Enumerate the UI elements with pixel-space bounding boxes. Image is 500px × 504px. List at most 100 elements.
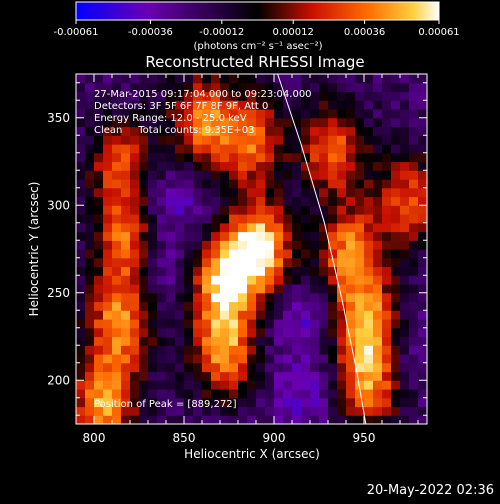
heatmap-cell (220, 126, 230, 136)
heatmap-cell (238, 135, 248, 145)
heatmap-cell (184, 205, 194, 215)
heatmap-cell (112, 284, 122, 294)
heatmap-cell (409, 74, 419, 84)
heatmap-cell (220, 249, 230, 259)
heatmap-cell (301, 205, 311, 215)
heatmap-cell (157, 389, 167, 399)
heatmap-cell (148, 222, 158, 233)
heatmap-cell (364, 135, 374, 145)
heatmap-cell (76, 187, 86, 198)
heatmap-cell (103, 362, 113, 373)
heatmap-cell (94, 144, 104, 154)
heatmap-cell (373, 100, 383, 110)
heatmap-cell (373, 380, 383, 390)
heatmap-cell (391, 319, 401, 329)
heatmap-cell (319, 389, 329, 399)
heatmap-cell (202, 161, 212, 171)
heatmap-cell (184, 336, 194, 346)
heatmap-cell (166, 214, 176, 224)
heatmap-cell (274, 126, 284, 136)
heatmap-cell (157, 109, 167, 119)
heatmap-cell (364, 406, 374, 416)
heatmap-cell (103, 144, 113, 154)
heatmap-cell (355, 389, 365, 399)
heatmap-cell (76, 205, 86, 215)
heatmap-cell (400, 109, 410, 119)
heatmap-cell (166, 100, 176, 110)
heatmap-cell (184, 415, 194, 424)
heatmap-cell (85, 397, 95, 408)
plot-area (76, 74, 427, 424)
heatmap-cell (175, 354, 185, 364)
heatmap-cell (94, 275, 104, 285)
heatmap-cell (409, 275, 419, 285)
heatmap-cell (238, 82, 248, 93)
annotation-energy-range: Energy Range: 12.0 - 25.0 keV (94, 113, 247, 124)
heatmap-cell (229, 354, 239, 364)
heatmap-cell (382, 74, 392, 84)
heatmap-cell (292, 389, 302, 399)
heatmap-cell (85, 301, 95, 311)
heatmap-cell (85, 319, 95, 329)
heatmap-cell (202, 406, 212, 416)
heatmap-cell (202, 354, 212, 364)
heatmap-cell (373, 161, 383, 171)
heatmap-cell (418, 152, 427, 163)
heatmap-cell (85, 179, 95, 189)
heatmap-cell (346, 82, 356, 93)
heatmap-cell (346, 389, 356, 399)
heatmap-cell (346, 214, 356, 224)
heatmap-cell (139, 310, 149, 320)
heatmap-cell (409, 345, 419, 355)
annotation-clean-counts: Clean Total counts: 9.35E+03 (94, 125, 254, 136)
heatmap-cell (337, 301, 347, 311)
heatmap-cell (193, 100, 203, 110)
heatmap-cell (211, 301, 221, 311)
heatmap-cell (283, 389, 293, 399)
heatmap-cell (220, 354, 230, 364)
heatmap-cell (274, 100, 284, 110)
heatmap-cell (328, 170, 338, 180)
heatmap-cell (283, 161, 293, 171)
heatmap-cell (310, 284, 320, 294)
heatmap-cell (103, 82, 113, 93)
heatmap-cell (355, 415, 365, 424)
heatmap-cell (283, 397, 293, 408)
heatmap-cell (202, 170, 212, 180)
heatmap-cell (418, 292, 427, 303)
heatmap-cell (76, 257, 86, 268)
heatmap-cell (139, 354, 149, 364)
heatmap-cell (148, 152, 158, 163)
heatmap-cell (103, 214, 113, 224)
heatmap-cell (193, 109, 203, 119)
heatmap-cell (247, 275, 257, 285)
annotation-detectors: Detectors: 3F 5F 6F 7F 8F 9F, Att 0 (94, 101, 268, 112)
heatmap-cell (382, 231, 392, 241)
heatmap-cell (202, 135, 212, 145)
heatmap-cell (328, 187, 338, 198)
heatmap-cell (301, 144, 311, 154)
heatmap-cell (148, 266, 158, 276)
colorbar-tick-label: 0.00036 (344, 27, 385, 38)
heatmap-cell (166, 249, 176, 259)
heatmap-cell (355, 266, 365, 276)
heatmap-cell (166, 196, 176, 206)
heatmap-cell (121, 196, 131, 206)
heatmap-cell (355, 214, 365, 224)
heatmap-cell (274, 109, 284, 119)
heatmap-cell (130, 126, 140, 136)
heatmap-cell (418, 327, 427, 338)
heatmap-cell (229, 117, 239, 128)
heatmap-cell (157, 397, 167, 408)
heatmap-cell (94, 205, 104, 215)
heatmap-cell (121, 161, 131, 171)
heatmap-cell (283, 362, 293, 373)
heatmap-cell (139, 161, 149, 171)
heatmap-cell (130, 345, 140, 355)
heatmap-cell (202, 74, 212, 84)
heatmap-cell (202, 82, 212, 93)
heatmap-cell (328, 257, 338, 268)
heatmap-cell (391, 135, 401, 145)
heatmap-cell (121, 170, 131, 180)
heatmap-cell (130, 205, 140, 215)
